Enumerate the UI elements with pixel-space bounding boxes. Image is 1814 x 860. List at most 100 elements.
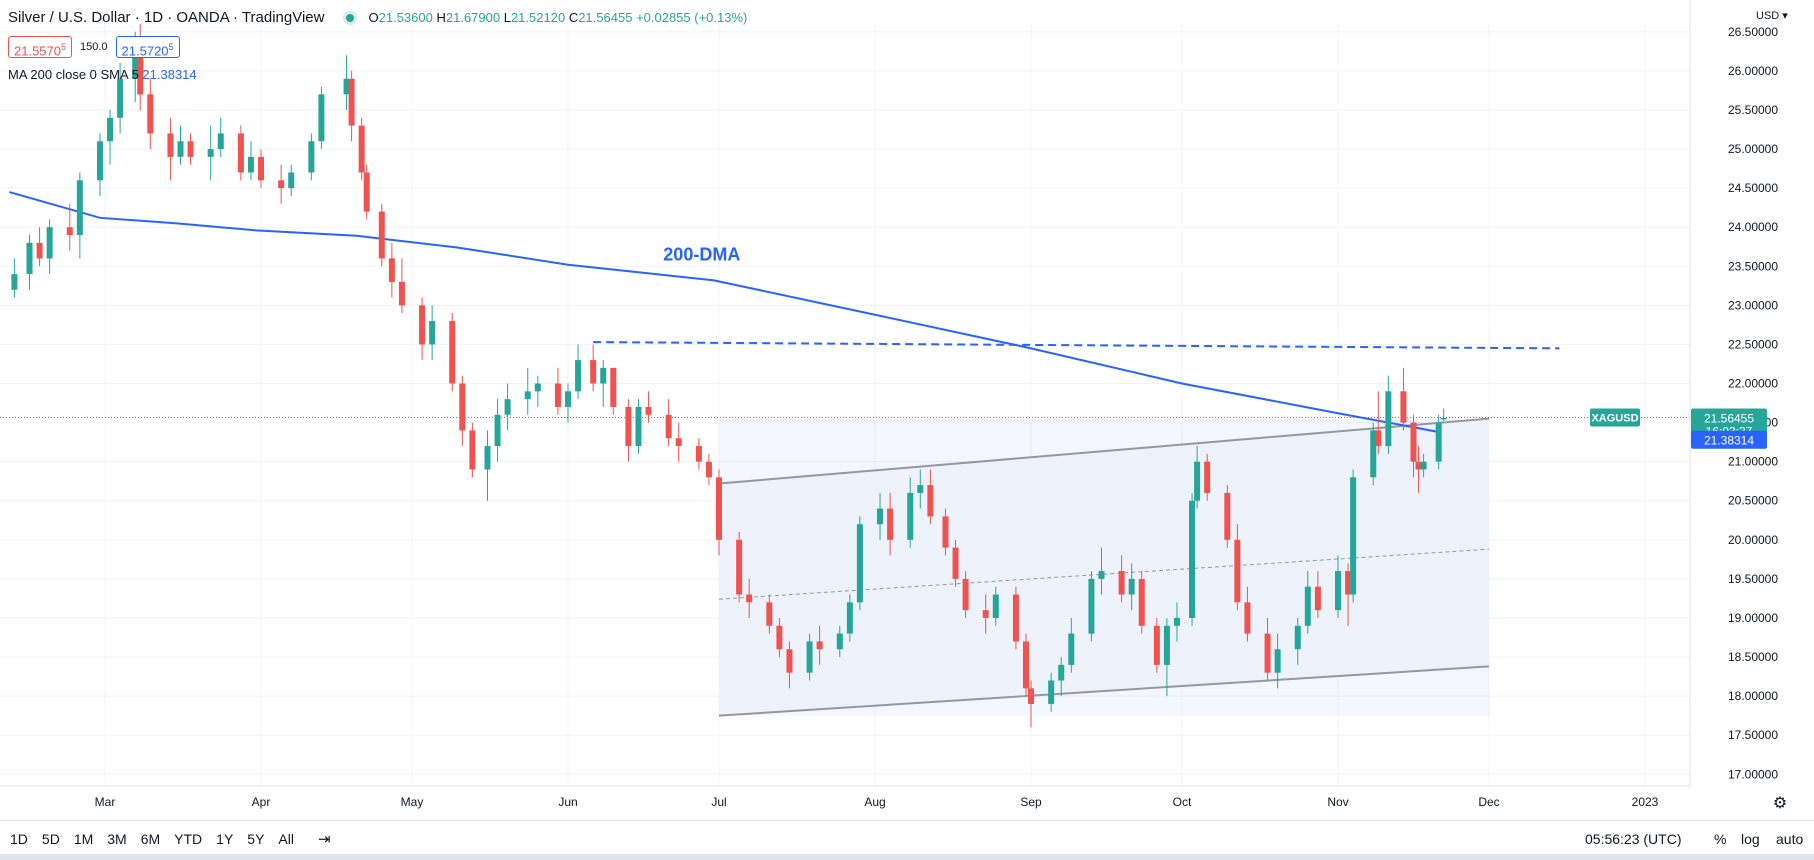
range-5d[interactable]: 5D — [41, 831, 60, 847]
candle-body — [429, 320, 436, 345]
candle-body — [258, 156, 265, 181]
candle — [1189, 492, 1196, 626]
range-3m[interactable]: 3M — [107, 831, 127, 847]
candle-body — [167, 133, 174, 157]
candle-body — [278, 180, 285, 189]
range-1d[interactable]: 1D — [10, 831, 28, 847]
y-tick-label: 25.50000 — [1728, 103, 1778, 117]
buy-button[interactable]: 21.57205 — [115, 36, 180, 58]
candle — [237, 125, 244, 181]
candle — [1350, 469, 1357, 603]
y-tick-label: 25.00000 — [1728, 142, 1778, 156]
candle — [343, 55, 350, 110]
candle-body — [137, 55, 144, 95]
candle-body — [705, 461, 712, 478]
percent-toggle[interactable]: % — [1714, 831, 1727, 847]
grid — [0, 24, 1690, 786]
candle — [816, 625, 823, 665]
candle-body — [942, 516, 949, 548]
x-tick-label: Aug — [864, 795, 885, 809]
candle-body — [117, 78, 124, 118]
candle — [36, 227, 43, 267]
auto-toggle[interactable]: auto — [1776, 831, 1804, 847]
y-tick-label: 24.50000 — [1728, 181, 1778, 195]
y-tick-label: 26.50000 — [1728, 25, 1778, 39]
candle — [1440, 408, 1447, 422]
candle-body — [1385, 391, 1392, 447]
date-range-icon[interactable]: ⇥ — [318, 831, 331, 848]
candle-body — [565, 391, 572, 407]
x-tick-label: Jun — [558, 795, 577, 809]
candle-body — [746, 594, 753, 603]
candle — [907, 477, 914, 548]
candle — [1410, 414, 1417, 478]
candle-body — [1294, 625, 1301, 650]
symbol-header: Silver / U.S. Dollar · 1D · OANDA · Trad… — [8, 9, 747, 26]
candle-body — [1048, 680, 1055, 704]
candle — [1012, 586, 1019, 650]
candle — [76, 172, 83, 259]
candle-body — [1274, 649, 1281, 673]
currency-selector[interactable]: USD ▾ — [1756, 10, 1788, 22]
settings-gear-icon[interactable]: ⚙ — [1773, 793, 1787, 812]
range-ytd[interactable]: YTD — [174, 831, 203, 847]
candle — [695, 438, 702, 470]
y-tick-label: 24.00000 — [1728, 220, 1778, 234]
candle — [534, 375, 541, 407]
bottom-strip — [0, 854, 1814, 860]
candle — [107, 109, 114, 165]
y-tick-label: 21.00000 — [1728, 455, 1778, 469]
range-all[interactable]: All — [278, 831, 294, 847]
candle — [877, 492, 884, 540]
x-tick-label: Sep — [1020, 795, 1042, 809]
candle-body — [318, 94, 325, 142]
candle — [1128, 563, 1135, 611]
x-tick-label: Jul — [711, 795, 726, 809]
candle — [459, 375, 466, 447]
candle — [247, 141, 254, 181]
last-price-label-bg — [1691, 408, 1767, 427]
candle — [504, 383, 511, 431]
utc-clock[interactable]: 05:56:23 (UTC) — [1585, 831, 1682, 847]
candle-body — [187, 141, 194, 157]
range-5y[interactable]: 5Y — [247, 831, 265, 847]
x-tick-label: Apr — [252, 795, 271, 809]
log-toggle[interactable]: log — [1741, 831, 1760, 847]
range-1m[interactable]: 1M — [73, 831, 94, 847]
candle-body — [1012, 594, 1019, 642]
candle — [600, 360, 607, 407]
x-tick-label: Nov — [1327, 795, 1348, 809]
candle — [1274, 633, 1281, 689]
candle-body — [1068, 633, 1075, 665]
resistance-line — [593, 341, 1560, 350]
candle-body — [524, 391, 531, 400]
ma-legend[interactable]: MA 200 close 0 SMA 5 21.38314 — [8, 67, 197, 82]
sell-button[interactable]: 21.55705 — [8, 36, 73, 58]
candle-body — [217, 133, 224, 150]
candle — [1163, 617, 1170, 697]
range-1y[interactable]: 1Y — [216, 831, 234, 847]
candle-body — [1058, 664, 1065, 681]
y-tick-label: 23.50000 — [1728, 259, 1778, 273]
candle-body — [343, 78, 350, 95]
candle-body — [1138, 578, 1145, 626]
range-6m[interactable]: 6M — [140, 831, 161, 847]
candle-body — [1028, 688, 1035, 704]
candle — [1204, 453, 1211, 501]
candle — [1264, 617, 1271, 681]
candle-body — [625, 406, 632, 447]
candle-body — [1400, 391, 1407, 423]
candle — [736, 532, 743, 603]
candle-body — [378, 211, 385, 259]
candle-body — [66, 227, 73, 236]
candle-body — [907, 492, 914, 540]
axes: 17.00000 17.50000 18.00000 18.50000 19.00000… — [0, 0, 1788, 812]
candle — [177, 125, 184, 165]
candle — [278, 164, 285, 204]
candle-body — [962, 578, 969, 611]
candle — [363, 164, 370, 220]
candle — [388, 242, 395, 298]
candle — [11, 258, 18, 298]
candle — [942, 508, 949, 556]
